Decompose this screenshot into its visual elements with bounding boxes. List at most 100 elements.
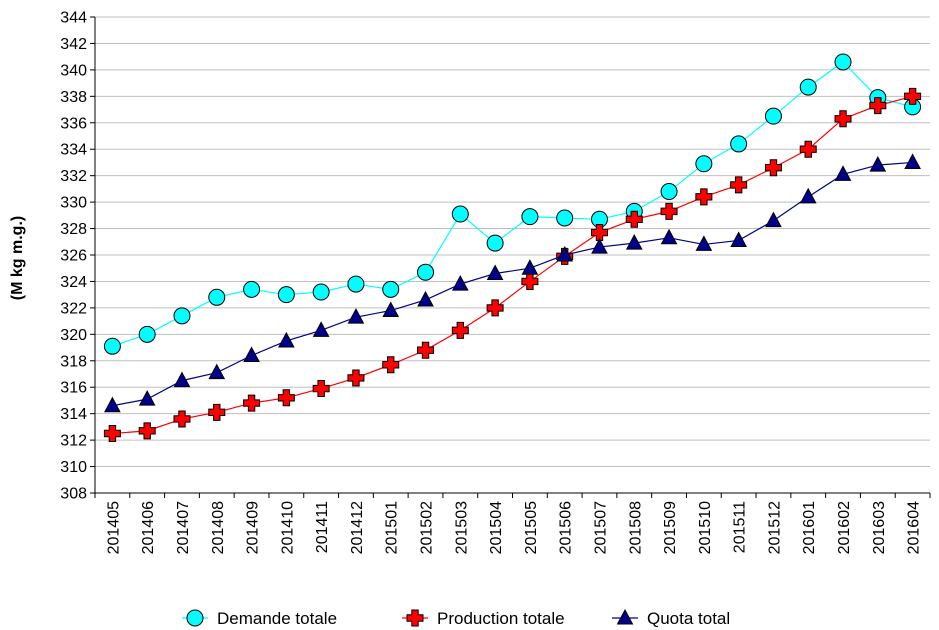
y-axis-title: (M kg m.g.) [9, 216, 26, 300]
data-point [764, 107, 782, 125]
x-tick-label: 201411 [314, 501, 331, 553]
y-tick-label: 338 [60, 89, 87, 106]
y-tick-label: 320 [60, 327, 87, 344]
data-point [277, 286, 295, 304]
data-point [208, 363, 226, 380]
data-point [869, 97, 887, 115]
series-0 [103, 53, 922, 355]
y-tick-label: 332 [60, 168, 87, 185]
axes [90, 16, 931, 498]
data-point [765, 211, 782, 228]
data-point [208, 288, 226, 306]
y-tick-label: 324 [60, 274, 87, 291]
x-tick-label: 201405 [105, 501, 122, 554]
data-point [486, 264, 504, 281]
data-point [590, 224, 608, 242]
y-tick-label: 310 [60, 459, 87, 476]
data-point [138, 422, 156, 440]
data-point [312, 321, 330, 337]
data-point [104, 396, 121, 413]
data-point [660, 202, 678, 220]
data-point [382, 356, 400, 374]
x-tick-label: 201501 [384, 501, 401, 554]
series-1 [103, 87, 922, 442]
data-point [138, 325, 156, 343]
data-point [695, 188, 713, 206]
data-point [486, 234, 504, 252]
data-point [834, 165, 852, 181]
x-tick-label: 201408 [210, 501, 227, 554]
legend-label: Quota total [647, 609, 730, 628]
x-tick-label: 201509 [662, 501, 679, 554]
y-tick-label: 340 [60, 62, 87, 79]
data-point [417, 263, 435, 281]
data-point [521, 259, 539, 275]
data-point [103, 425, 121, 442]
data-point [347, 275, 365, 293]
x-tick-label: 201412 [349, 501, 366, 554]
data-point [278, 331, 295, 348]
data-point [799, 140, 817, 158]
x-tick-label: 201503 [453, 501, 470, 554]
data-point [730, 176, 748, 194]
data-point [382, 280, 400, 298]
data-point [277, 389, 295, 407]
data-point [243, 346, 260, 362]
x-tick-label: 201502 [419, 501, 436, 554]
data-point [208, 403, 226, 421]
x-tick-label: 201601 [801, 501, 818, 554]
series-2 [104, 153, 921, 413]
x-tick-label: 201507 [592, 501, 609, 554]
data-point [312, 283, 330, 301]
data-point [451, 275, 469, 291]
legend-item: Production totale [402, 609, 565, 628]
y-tick-label: 318 [60, 353, 87, 370]
legend-marker [406, 609, 424, 627]
x-tick-label: 201409 [245, 501, 262, 554]
data-point [173, 371, 191, 388]
legend-label: Demande totale [217, 609, 337, 628]
legend-marker [186, 609, 204, 627]
data-point [138, 390, 156, 406]
y-tick-label: 342 [60, 36, 87, 53]
data-point [382, 301, 400, 318]
y-tick-label: 336 [60, 115, 87, 132]
data-point [730, 231, 747, 247]
x-tick-label: 201604 [906, 501, 923, 554]
y-tick-label: 314 [60, 406, 87, 423]
data-point [660, 228, 678, 245]
data-point [904, 87, 922, 105]
x-tick-label: 201407 [175, 501, 192, 554]
x-tick-label: 201510 [697, 501, 714, 554]
legend-marker [616, 608, 634, 625]
series-line [112, 161, 913, 407]
data-point [451, 321, 469, 339]
y-tick-label: 326 [60, 248, 87, 265]
data-point [556, 209, 574, 227]
data-point [591, 238, 608, 254]
x-tick-label: 201508 [627, 501, 644, 554]
data-point [764, 159, 782, 177]
data-point [625, 210, 643, 228]
x-tick-label: 201602 [836, 501, 853, 554]
series-group [103, 53, 922, 442]
legend-item: Demande totale [182, 609, 337, 628]
data-point [799, 78, 817, 96]
x-tick-label: 201410 [279, 501, 296, 554]
legend-label: Production totale [437, 609, 565, 628]
series-line [112, 61, 913, 347]
y-tick-label: 334 [60, 142, 87, 159]
series-line [112, 95, 913, 435]
data-point [521, 272, 539, 290]
data-point [834, 110, 852, 128]
y-tick-label: 316 [60, 380, 87, 397]
data-point [695, 155, 713, 173]
y-tick-label: 308 [60, 486, 87, 503]
data-point [625, 234, 643, 250]
data-point [834, 53, 852, 71]
x-tick-label: 201603 [871, 501, 888, 554]
y-tick-label: 330 [60, 195, 87, 212]
y-tick-label: 328 [60, 221, 87, 238]
legend: Demande totale Production totale Quota tot… [182, 608, 730, 628]
